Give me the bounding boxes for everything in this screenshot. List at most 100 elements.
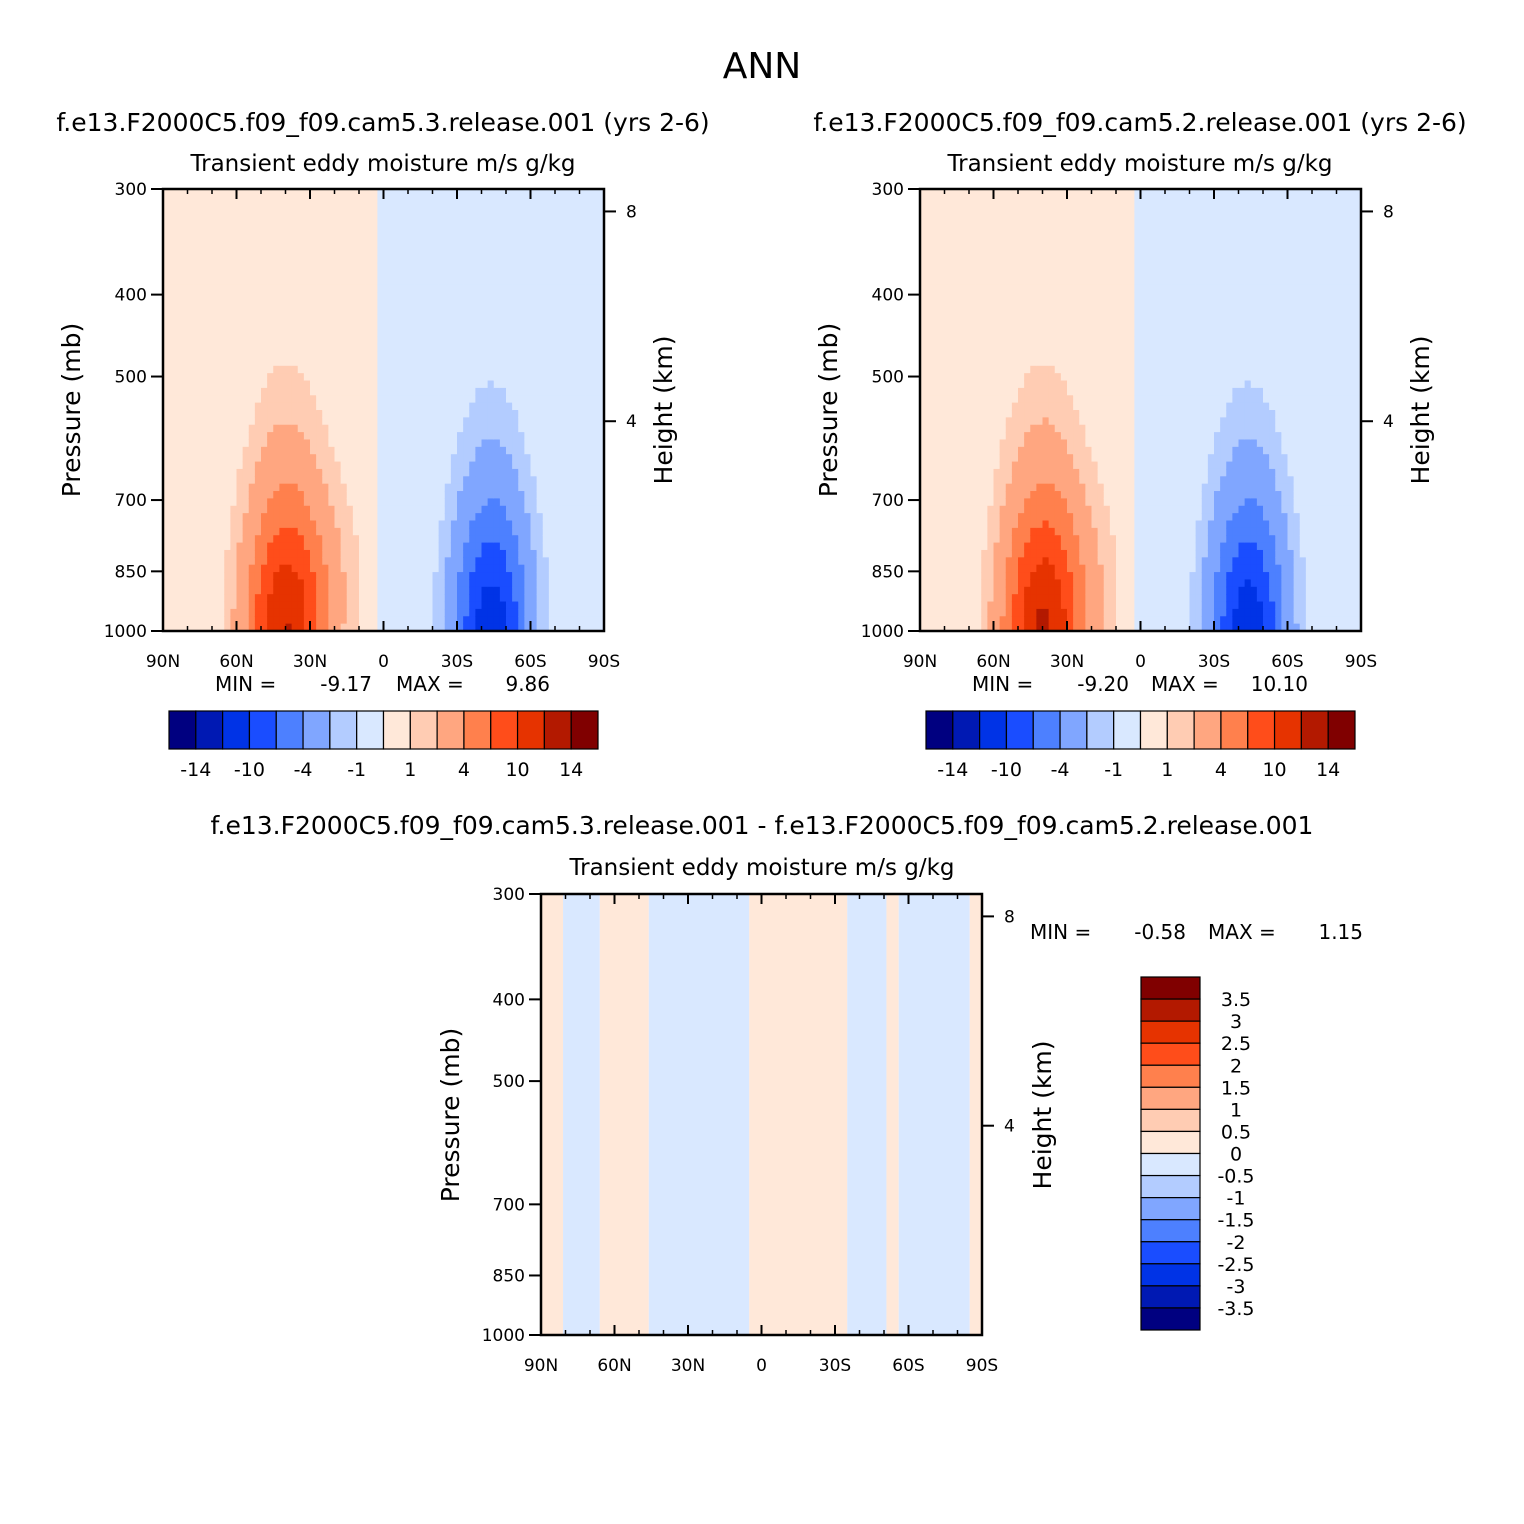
field-cell [273,594,280,603]
field-cell [224,225,231,234]
field-cell [175,446,182,455]
field-cell [463,365,470,374]
field-cell [938,218,946,227]
field-cell [944,616,952,625]
field-cell [163,365,170,374]
field-cell [371,336,378,345]
field-cell [944,373,952,382]
field-cell [273,233,280,242]
field-cell [377,358,385,367]
field-cell [279,387,287,396]
field-cell [506,616,513,625]
field-cell [352,328,360,337]
field-cell [297,402,305,411]
field-cell [956,564,964,573]
field-cell [573,564,581,573]
field-cell [205,233,213,242]
field-cell [944,306,952,315]
field-cell [493,189,501,197]
field-cell [499,417,507,426]
field-cell [567,255,574,264]
field-cell [944,351,952,360]
field-cell [536,468,544,477]
field-cell [438,491,446,499]
field-cell [475,586,483,595]
field-cell [383,387,391,396]
field-cell [555,608,562,617]
field-cell [193,321,201,330]
field-cell [499,270,507,278]
field-cell [273,314,280,323]
field-cell [291,233,299,242]
field-cell [561,387,568,396]
field-cell [187,380,195,389]
field-cell [279,262,287,271]
field-cell [469,292,476,301]
field-cell [346,542,354,551]
field-cell [932,491,939,499]
field-cell [555,446,562,455]
field-cell [187,579,195,588]
field-cell [579,211,587,220]
field-cell [420,233,427,242]
field-cell [310,579,317,588]
field-cell [279,616,287,625]
field-cell [438,410,446,418]
field-cell [297,572,305,581]
field-cell [457,306,464,315]
field-cell [426,594,434,603]
field-cell [548,373,556,382]
field-cell [187,343,195,352]
colorbar-swatch [543,710,572,750]
field-cell [969,262,976,271]
field-cell [193,233,201,242]
field-cell [401,410,409,418]
field-cell [450,328,458,337]
field-cell [359,211,366,220]
field-cell [506,380,513,389]
field-cell [524,586,532,595]
field-cell [414,240,421,249]
field-cell [224,616,231,625]
field-cell [512,262,519,271]
field-cell [591,616,599,625]
field-cell [493,203,501,212]
field-cell [591,225,599,234]
field-cell [969,498,976,507]
field-cell [591,373,599,382]
field-cell [450,203,458,212]
field-cell [450,343,458,352]
field-cell [359,439,366,448]
field-cell [938,343,946,352]
field-cell [956,373,964,382]
field-cell [579,454,587,463]
field-cell [493,535,501,544]
field-cell [261,594,268,603]
field-cell [573,491,581,499]
field-cell [316,395,323,404]
field-cell [432,358,440,367]
field-cell [395,564,403,573]
field-cell [248,270,256,278]
field-cell [969,483,976,492]
field-cell [181,292,189,301]
field-cell [506,424,513,433]
field-cell [169,255,176,264]
colorbar-label: -1 [347,759,366,781]
field-cell [591,306,599,315]
field-cell [950,402,958,411]
field-cell [530,417,538,426]
field-cell [187,513,195,522]
field-cell [273,284,280,293]
field-cell [469,358,476,367]
field-cell [169,483,176,492]
field-cell [469,255,476,264]
field-cell [371,262,378,271]
field-cell [242,476,250,485]
field-cell [438,218,446,227]
field-cell [297,557,305,566]
field-cell [573,424,581,433]
field-cell [199,417,207,426]
field-cell [975,402,982,411]
y-tick-label: 1000 [104,622,147,642]
